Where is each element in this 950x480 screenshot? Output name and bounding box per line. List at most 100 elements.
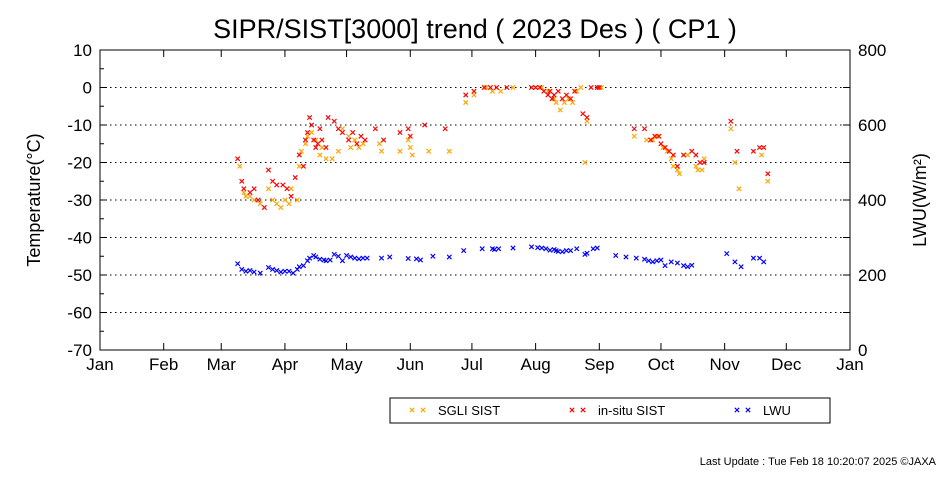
x-tick-label: May — [331, 355, 364, 374]
data-point — [555, 88, 561, 94]
data-point — [594, 245, 600, 251]
data-point — [738, 264, 744, 270]
y-tick-label: 10 — [73, 41, 92, 60]
data-point — [728, 126, 734, 132]
data-point — [278, 269, 284, 275]
data-point — [304, 129, 311, 136]
data-point — [664, 148, 670, 154]
data-point — [313, 144, 319, 151]
data-point — [296, 264, 302, 270]
data-point — [598, 84, 604, 91]
data-point — [528, 244, 535, 250]
data-point — [358, 133, 364, 139]
data-point — [364, 255, 370, 261]
data-point — [284, 186, 290, 192]
legend-marker — [420, 407, 426, 413]
data-point — [315, 141, 321, 147]
y-axis-label: Temperature(°C) — [24, 133, 44, 266]
y-tick-label: -20 — [67, 154, 92, 173]
data-point — [670, 163, 676, 169]
data-point — [296, 152, 302, 158]
x-tick-label: Jun — [397, 355, 424, 374]
data-point — [335, 253, 341, 259]
data-point — [307, 114, 313, 121]
data-point — [270, 178, 276, 184]
data-point — [430, 253, 436, 259]
data-point — [551, 96, 557, 102]
data-point — [574, 246, 580, 252]
data-point — [757, 255, 763, 261]
data-point — [290, 270, 296, 276]
data-point — [565, 96, 572, 102]
series-in-situ-sist — [235, 84, 771, 211]
data-point — [674, 260, 680, 266]
data-point — [584, 114, 590, 121]
data-point — [280, 182, 286, 188]
data-point — [323, 144, 329, 151]
data-point — [463, 99, 469, 106]
data-point — [685, 152, 691, 158]
data-point — [646, 258, 652, 264]
data-point — [493, 84, 500, 91]
y2-tick-label: 400 — [858, 191, 886, 210]
data-point — [251, 186, 257, 192]
chart-legend: SGLI SIST in-situ SIST LWU — [389, 397, 831, 424]
data-point — [307, 255, 313, 261]
data-point — [350, 129, 356, 136]
data-point — [668, 156, 674, 162]
data-point — [239, 178, 245, 184]
data-point — [461, 248, 467, 254]
data-point — [302, 137, 309, 143]
data-point — [539, 245, 545, 251]
data-point — [487, 84, 493, 91]
data-point — [407, 144, 413, 151]
data-point — [265, 186, 272, 192]
data-point — [491, 246, 498, 253]
data-point — [596, 84, 602, 91]
data-point — [680, 152, 687, 158]
data-point — [570, 99, 576, 106]
data-point — [545, 88, 551, 94]
data-point — [757, 144, 763, 151]
data-point — [680, 263, 687, 269]
data-point — [243, 193, 249, 199]
data-point — [541, 88, 547, 94]
data-point — [339, 129, 346, 136]
data-point — [270, 266, 276, 272]
legend-marker — [734, 407, 740, 413]
legend-marker — [580, 407, 586, 413]
data-point — [471, 88, 477, 94]
data-point — [323, 258, 329, 264]
x-tick-label: Mar — [207, 355, 237, 374]
data-point — [547, 247, 553, 253]
data-point — [676, 171, 683, 177]
data-point — [563, 248, 570, 254]
data-point — [724, 251, 730, 257]
x-tick-label: Dec — [771, 355, 802, 374]
y-tick-label: -10 — [67, 116, 92, 135]
data-point — [343, 252, 350, 259]
data-point — [282, 268, 288, 274]
data-point — [559, 96, 565, 102]
data-point — [319, 137, 325, 143]
data-point — [761, 144, 767, 151]
data-point — [422, 122, 428, 128]
data-point — [463, 92, 469, 98]
x-tick-label: Sep — [584, 355, 614, 374]
data-point — [247, 189, 253, 196]
data-point — [567, 248, 574, 254]
y-tick-label: -70 — [67, 341, 92, 360]
data-point — [535, 245, 541, 251]
data-point — [656, 133, 662, 139]
data-point — [354, 141, 360, 147]
data-point — [286, 268, 292, 274]
data-point — [346, 133, 352, 139]
data-point — [582, 159, 588, 166]
data-point — [362, 137, 368, 143]
data-point — [243, 268, 249, 274]
data-point — [331, 118, 337, 124]
data-point — [551, 92, 557, 98]
data-point — [251, 269, 257, 275]
data-point — [759, 152, 765, 158]
